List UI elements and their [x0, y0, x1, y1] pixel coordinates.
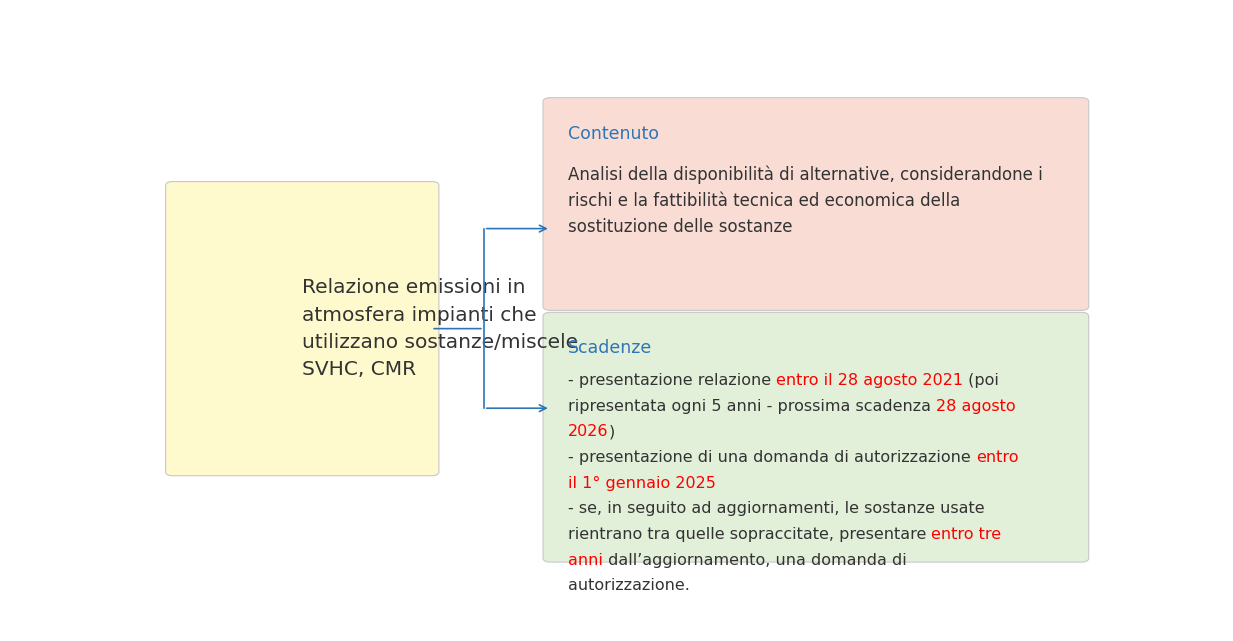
Text: entro il 28 agosto 2021: entro il 28 agosto 2021 — [776, 373, 963, 388]
Text: Relazione emissioni in
atmosfera impianti che
utilizzano sostanze/miscele
SVHC, : Relazione emissioni in atmosfera impiant… — [302, 278, 578, 379]
Text: rientrano tra quelle sopraccitate, presentare: rientrano tra quelle sopraccitate, prese… — [568, 527, 931, 542]
Text: autorizzazione.: autorizzazione. — [568, 578, 689, 594]
Text: entro tre: entro tre — [931, 527, 1001, 542]
Text: 28 agosto: 28 agosto — [936, 399, 1016, 413]
Text: entro: entro — [975, 450, 1018, 465]
Text: ): ) — [608, 424, 614, 439]
Text: - presentazione di una domanda di autorizzazione: - presentazione di una domanda di autori… — [568, 450, 975, 465]
Text: - se, in seguito ad aggiornamenti, le sostanze usate: - se, in seguito ad aggiornamenti, le so… — [568, 501, 984, 517]
Text: anni: anni — [568, 553, 603, 568]
Text: 2026: 2026 — [568, 424, 608, 439]
Text: dall’aggiornamento, una domanda di: dall’aggiornamento, una domanda di — [603, 553, 906, 568]
FancyBboxPatch shape — [543, 312, 1089, 562]
Text: Analisi della disponibilità di alternative, considerandone i
rischi e la fattibi: Analisi della disponibilità di alternati… — [568, 166, 1043, 236]
Text: - presentazione relazione: - presentazione relazione — [568, 373, 776, 388]
Text: il 1° gennaio 2025: il 1° gennaio 2025 — [568, 476, 716, 491]
Text: Scadenze: Scadenze — [568, 338, 652, 356]
FancyBboxPatch shape — [543, 97, 1089, 310]
Text: Contenuto: Contenuto — [568, 125, 658, 144]
FancyBboxPatch shape — [165, 181, 439, 476]
Text: (poi: (poi — [963, 373, 999, 388]
Text: ripresentata ogni 5 anni - prossima scadenza: ripresentata ogni 5 anni - prossima scad… — [568, 399, 936, 413]
